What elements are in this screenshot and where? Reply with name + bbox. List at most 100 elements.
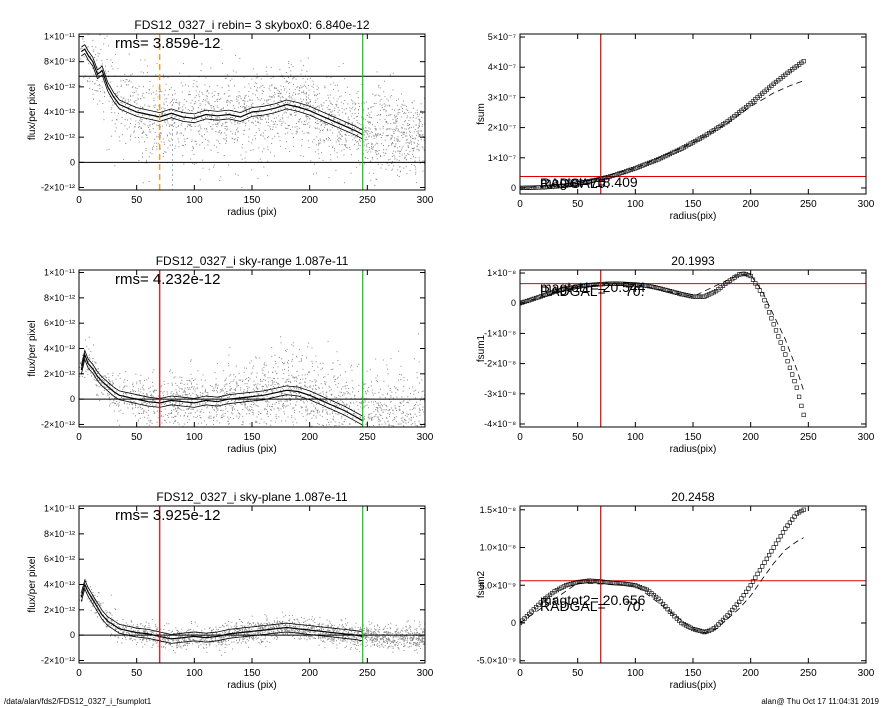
scatter-point <box>343 394 345 396</box>
fsum-point <box>603 175 608 180</box>
scatter-point <box>412 449 413 450</box>
scatter-point <box>285 102 286 103</box>
scatter-point <box>401 443 402 444</box>
scatter-point <box>396 410 397 411</box>
scatter-point <box>392 72 394 74</box>
scatter-point <box>159 132 161 134</box>
scatter-point <box>193 416 195 418</box>
scatter-point <box>303 105 304 107</box>
scatter-point <box>253 384 255 386</box>
scatter-point <box>314 395 316 397</box>
scatter-point <box>251 372 253 374</box>
scatter-point <box>98 371 100 373</box>
scatter-point <box>83 56 85 58</box>
scatter-point <box>325 405 326 407</box>
scatter-point <box>222 62 223 64</box>
scatter-point <box>239 123 241 125</box>
scatter-point <box>233 70 234 72</box>
scatter-point <box>292 376 294 378</box>
scatter-point <box>384 108 386 110</box>
scatter-point <box>405 442 406 443</box>
scatter-point <box>415 171 417 173</box>
scatter-point <box>178 423 180 425</box>
fsum-point <box>545 184 550 190</box>
fsum-point <box>686 142 691 148</box>
scatter-point <box>416 430 417 431</box>
scatter-point <box>194 401 196 403</box>
fsum-point <box>524 185 529 190</box>
scatter-point <box>346 131 348 133</box>
scatter-point <box>319 138 321 140</box>
scatter-point <box>100 72 102 74</box>
scatter-point <box>189 412 191 414</box>
plot-area <box>79 34 425 190</box>
plot-area <box>79 270 425 475</box>
scatter-point <box>283 86 285 88</box>
scatter-point <box>256 401 258 403</box>
scatter-point <box>296 384 298 386</box>
scatter-point <box>421 391 423 393</box>
scatter-point <box>192 107 194 109</box>
scatter-point <box>249 362 251 364</box>
chart-p4: 0 50 100 150 200 250 300-4×10⁻⁸-3×10⁻⁸-2×10⁻⁸-… <box>476 254 875 455</box>
fsum-point <box>552 289 557 294</box>
scatter-point <box>376 402 378 404</box>
scatter-point <box>305 120 307 122</box>
scatter-point <box>395 444 396 445</box>
scatter-point <box>146 393 148 395</box>
scatter-point <box>219 121 221 123</box>
scatter-point <box>414 413 416 415</box>
scatter-point <box>163 383 165 385</box>
scatter-point <box>101 392 103 394</box>
scatter-point <box>209 86 211 88</box>
scatter-point <box>388 164 390 166</box>
scatter-point <box>272 389 274 391</box>
scatter-point <box>280 336 282 338</box>
scatter-point <box>393 129 395 131</box>
scatter-point <box>310 104 311 106</box>
scatter-point <box>283 389 284 391</box>
scatter-point <box>169 413 171 415</box>
scatter-point <box>146 159 147 161</box>
scatter-point <box>336 351 338 353</box>
scatter-point <box>109 96 111 97</box>
plot-frame <box>519 33 867 195</box>
scatter-point <box>133 126 135 128</box>
scatter-point <box>264 374 266 375</box>
scatter-point <box>191 139 193 141</box>
scatter-point <box>370 417 372 419</box>
scatter-point <box>333 416 335 418</box>
fsum-point <box>630 167 636 172</box>
scatter-point <box>296 355 297 357</box>
scatter-point <box>398 445 399 446</box>
scatter-point <box>87 365 89 367</box>
scatter-point <box>313 370 315 371</box>
fsum-point <box>538 294 543 299</box>
scatter-point <box>183 415 185 417</box>
scatter-point <box>329 129 331 131</box>
scatter-point <box>188 419 190 421</box>
scatter-point <box>300 85 302 87</box>
scatter-point <box>255 399 257 401</box>
scatter-point <box>363 406 365 408</box>
scatter-point <box>325 138 327 140</box>
fsum-point <box>644 161 649 166</box>
scatter-point <box>415 404 416 406</box>
scatter-point <box>257 121 259 123</box>
scatter-point <box>357 140 359 142</box>
scatter-point <box>396 474 397 475</box>
scatter-point <box>121 397 122 398</box>
scatter-point <box>242 381 244 383</box>
scatter-point <box>118 112 119 114</box>
scatter-point <box>396 115 397 117</box>
scatter-point <box>295 396 297 398</box>
scatter-point <box>190 125 192 127</box>
scatter-point <box>167 383 169 385</box>
scatter-point <box>380 458 381 459</box>
scatter-point <box>187 422 188 424</box>
plot-title: 20.1993 <box>671 254 715 268</box>
scatter-point <box>111 112 113 113</box>
scatter-point <box>216 139 218 141</box>
scatter-point <box>285 632 287 634</box>
scatter-point <box>236 129 238 131</box>
